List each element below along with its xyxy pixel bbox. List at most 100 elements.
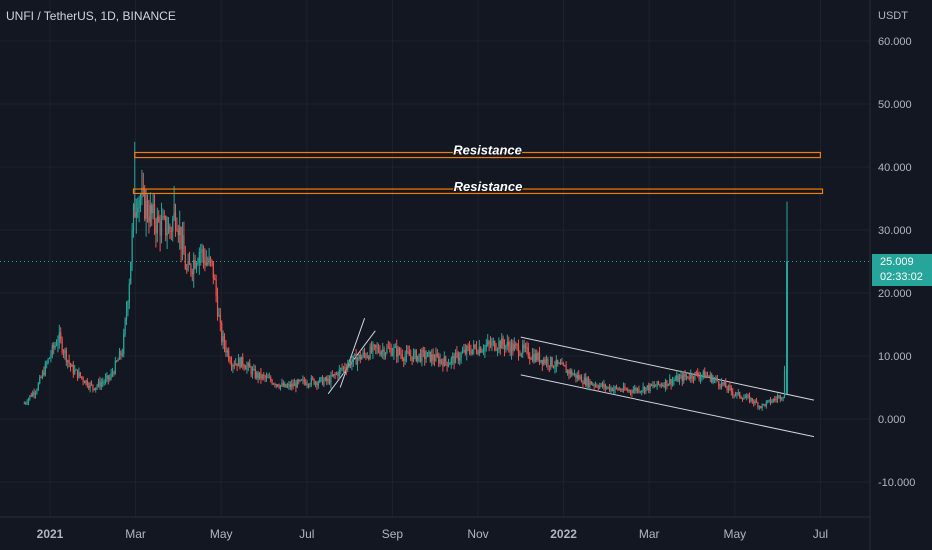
candle-up: [481, 351, 483, 353]
candle-up: [75, 369, 77, 371]
candle-down: [415, 350, 417, 362]
bar-countdown: 02:33:02: [880, 271, 923, 283]
candle-down: [202, 249, 205, 258]
candle-up: [251, 369, 254, 375]
candle-down: [541, 359, 543, 365]
last-candle-body: [786, 261, 789, 394]
candle-up: [208, 257, 210, 264]
x-tick-label: 2022: [550, 527, 577, 541]
candle-up: [783, 369, 786, 397]
candle-up: [558, 363, 560, 365]
candle-up: [226, 350, 228, 353]
candle-up: [540, 359, 542, 363]
descending-channel-line: [520, 336, 815, 401]
candle-down: [99, 381, 101, 387]
candle-down: [211, 260, 213, 262]
candle-up: [205, 262, 207, 265]
x-tick-label: May: [723, 527, 746, 541]
candle-up: [232, 365, 234, 367]
candle-up: [97, 381, 100, 386]
candle-down: [249, 363, 251, 368]
candle-up: [361, 356, 363, 360]
candle-down: [764, 404, 766, 406]
candle-up: [412, 352, 415, 362]
y-tick-label: 20.000: [878, 288, 912, 300]
candle-down: [734, 394, 737, 396]
candle-up: [569, 370, 571, 374]
candle-down: [575, 373, 577, 379]
candle-up: [156, 216, 158, 234]
candle-down: [585, 377, 587, 386]
candle-up: [513, 344, 515, 351]
candle-down: [429, 351, 431, 362]
candle-up: [393, 347, 395, 353]
y-tick-label: 0.000: [878, 414, 906, 426]
candle-up: [641, 390, 643, 392]
candle-down: [508, 342, 510, 347]
candle-down: [82, 377, 84, 382]
candle-down: [188, 261, 191, 265]
candle-down: [704, 370, 706, 379]
candle-up: [447, 364, 450, 367]
candle-up: [683, 374, 685, 382]
candle-down: [305, 382, 307, 385]
candle-down: [278, 386, 280, 388]
candle-down: [533, 354, 535, 362]
candle-down: [257, 372, 259, 379]
candle-up: [664, 380, 667, 388]
candle-down: [68, 360, 70, 364]
candle-down: [587, 378, 590, 387]
candle-up: [592, 384, 594, 386]
candle-up: [351, 361, 353, 366]
candle-down: [445, 356, 447, 362]
candle-down: [691, 373, 693, 379]
candle-down: [375, 344, 377, 348]
candle-down: [740, 397, 742, 399]
candle-down: [635, 388, 637, 392]
candle-down: [725, 382, 727, 388]
candle-down: [571, 370, 573, 376]
candle-down: [424, 351, 426, 359]
candle-down: [551, 357, 553, 367]
candle-up: [642, 386, 644, 391]
candle-up: [265, 376, 268, 378]
candle-up: [124, 318, 126, 334]
candle-up: [449, 363, 451, 365]
candle-up: [454, 352, 457, 364]
candle-down: [61, 339, 63, 353]
candle-down: [564, 365, 566, 367]
candle-down: [422, 350, 424, 352]
candle-down: [515, 344, 517, 346]
candle-down: [349, 361, 352, 366]
candle-up: [309, 384, 311, 386]
candle-down: [670, 379, 672, 385]
candle-up: [320, 377, 322, 379]
candle-up: [67, 360, 69, 362]
candle-down: [732, 391, 734, 395]
candle-up: [384, 352, 387, 356]
candle-down: [60, 332, 62, 340]
candle-up: [256, 372, 258, 378]
candle-up: [622, 386, 625, 391]
candle-up: [95, 387, 97, 390]
candle-down: [495, 350, 497, 352]
candle-down: [403, 358, 405, 361]
candle-up: [613, 389, 615, 392]
candle-down: [753, 401, 755, 404]
candle-up: [46, 362, 48, 364]
candle-up: [471, 349, 473, 355]
candle-down: [548, 365, 550, 367]
candle-down: [411, 356, 413, 362]
candle-up: [645, 387, 647, 392]
candle-up: [405, 350, 408, 357]
candle-down: [747, 395, 749, 397]
candle-up: [461, 351, 464, 354]
x-tick-label: May: [210, 527, 233, 541]
candle-down: [559, 363, 562, 365]
candle-up: [279, 385, 282, 388]
candle-up: [421, 350, 423, 362]
candle-up: [543, 359, 545, 365]
candle-up: [391, 352, 394, 356]
candle-up: [727, 385, 730, 390]
